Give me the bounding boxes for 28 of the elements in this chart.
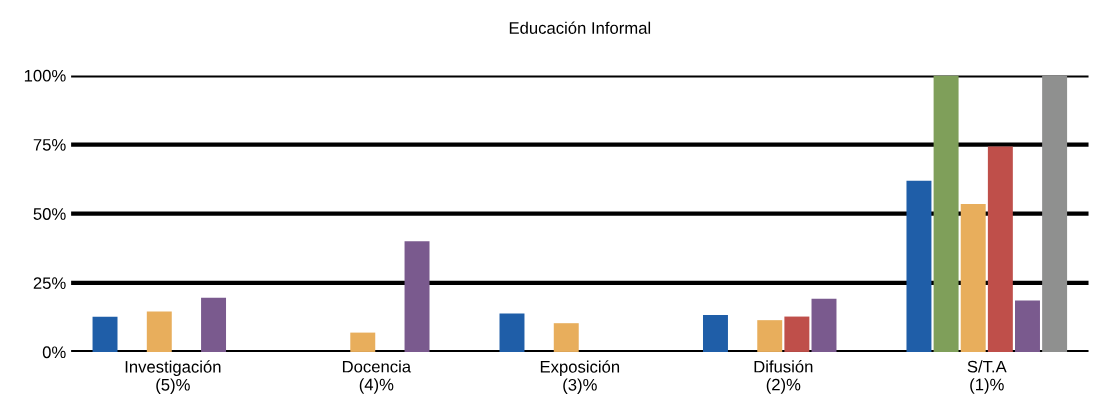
bar xyxy=(201,297,227,352)
x-tick-label: Exposición (3)% xyxy=(540,360,620,394)
y-tick-label: 75% xyxy=(33,139,66,151)
chart-title: Educación Informal xyxy=(509,21,651,34)
bar xyxy=(933,75,959,352)
x-tick-label: Docencia (4)% xyxy=(342,360,412,394)
y-tick-label: 25% xyxy=(33,277,66,290)
bar xyxy=(757,320,783,352)
bar xyxy=(1015,300,1040,352)
bar xyxy=(987,146,1013,352)
bar xyxy=(906,180,932,352)
bar xyxy=(811,298,837,352)
bar xyxy=(146,311,172,352)
bar xyxy=(499,313,525,352)
bar xyxy=(703,314,728,352)
y-tick-label: 100% xyxy=(24,69,66,82)
y-tick-label: 0% xyxy=(42,346,66,359)
bar xyxy=(1042,75,1068,352)
x-tick-label: Difusión (2)% xyxy=(754,360,813,394)
x-tick-label: Investigación (5)% xyxy=(125,360,221,394)
bar xyxy=(350,332,376,352)
bar xyxy=(553,323,579,352)
bar xyxy=(92,316,118,352)
bar xyxy=(784,316,810,352)
bar xyxy=(960,204,986,352)
x-tick-label: S/T.A (1)% xyxy=(967,360,1007,394)
y-tick-label: 50% xyxy=(33,208,66,220)
bar xyxy=(404,241,430,352)
